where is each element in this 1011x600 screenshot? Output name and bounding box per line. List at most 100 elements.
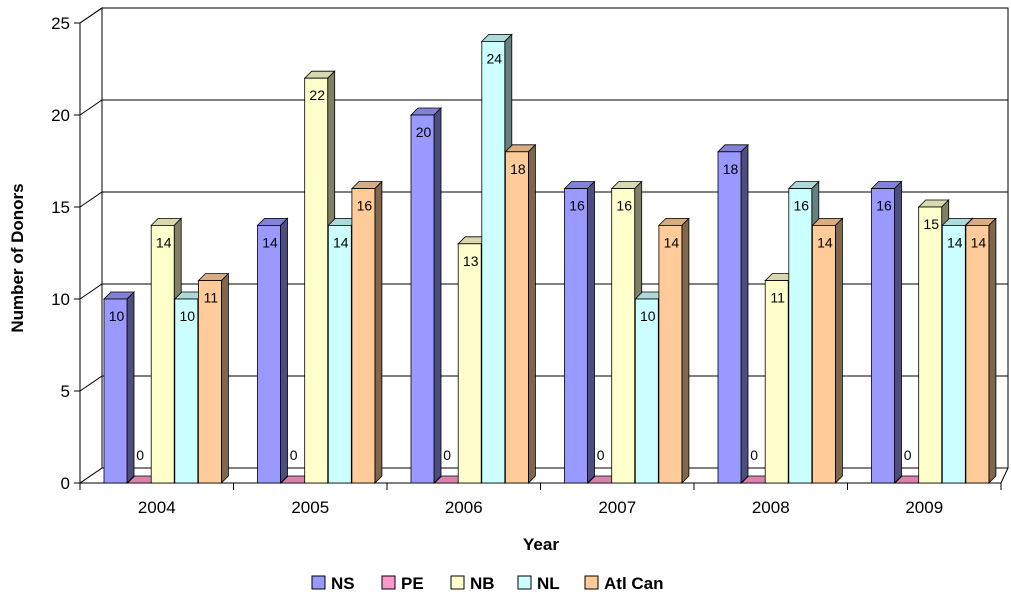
bar-side bbox=[681, 217, 690, 484]
y-tick-label: 0 bbox=[61, 474, 70, 493]
bar-ns-2008 bbox=[717, 143, 749, 484]
legend-item-pe: PE bbox=[381, 574, 424, 593]
bar-atl-can-2009 bbox=[964, 217, 997, 484]
bar-side bbox=[988, 217, 997, 484]
bar-front bbox=[764, 280, 789, 484]
y-axis-title: Number of Donors bbox=[8, 183, 27, 332]
bar-ns-2009 bbox=[870, 180, 903, 484]
data-label: 18 bbox=[510, 161, 526, 177]
y-tick-label: 15 bbox=[51, 198, 70, 217]
bar-front bbox=[481, 41, 506, 484]
gridline bbox=[79, 283, 1008, 300]
x-tick-label: 2009 bbox=[905, 498, 943, 517]
data-label: 13 bbox=[463, 253, 479, 269]
bar-front bbox=[812, 224, 836, 484]
bar-front bbox=[351, 188, 376, 484]
bar-atl-can-2005 bbox=[350, 180, 383, 484]
y-tick-label: 5 bbox=[61, 382, 70, 401]
x-tick-label: 2004 bbox=[138, 498, 176, 517]
data-label: 16 bbox=[616, 198, 632, 214]
axes bbox=[74, 22, 1002, 490]
bar-front bbox=[150, 224, 175, 484]
legend-item-ns: NS bbox=[311, 574, 355, 593]
data-label: 14 bbox=[156, 234, 172, 250]
bar-side bbox=[894, 180, 902, 484]
bars bbox=[103, 33, 997, 484]
bar-atl-can-2007 bbox=[657, 217, 690, 484]
data-label: 0 bbox=[290, 447, 298, 463]
data-label: 14 bbox=[817, 234, 833, 250]
legend-label: NS bbox=[331, 574, 355, 593]
data-label: 22 bbox=[309, 87, 325, 103]
gridline bbox=[79, 7, 1008, 24]
data-label: 24 bbox=[487, 50, 503, 66]
y-tick-label: 10 bbox=[51, 290, 70, 309]
data-labels: 10 0 14 10 11 14 0 22 14 16 20 0 13 24 18 16 0 16 10 14 18 0 1… bbox=[109, 50, 987, 463]
data-label: 0 bbox=[750, 447, 758, 463]
bar-front bbox=[965, 224, 990, 484]
x-tick-label: 2005 bbox=[291, 498, 329, 517]
y-tick-label: 25 bbox=[51, 14, 70, 33]
bar-front bbox=[634, 298, 659, 484]
data-label: 14 bbox=[947, 234, 963, 250]
bar-front bbox=[410, 114, 435, 484]
bar-side bbox=[740, 143, 749, 484]
bar-front bbox=[304, 77, 329, 484]
data-label: 14 bbox=[333, 234, 349, 250]
data-label: 10 bbox=[640, 308, 656, 324]
data-label: 14 bbox=[664, 234, 680, 250]
bar-front bbox=[788, 188, 813, 484]
legend-swatch bbox=[584, 575, 599, 590]
bar-front bbox=[611, 188, 636, 484]
data-label: 0 bbox=[597, 447, 605, 463]
tick-labels: 0 5 10 15 20 25 2004 2005 2006 2007 2008 2009 bbox=[51, 14, 943, 517]
x-axis-title: Year bbox=[523, 535, 559, 554]
bar-ns-2005 bbox=[256, 217, 289, 484]
x-tick-label: 2006 bbox=[445, 498, 483, 517]
gridlines bbox=[79, 7, 1008, 392]
bar-front bbox=[504, 151, 529, 484]
legend-item-atl-can: Atl Can bbox=[584, 574, 664, 593]
data-label: 20 bbox=[416, 124, 432, 140]
data-label: 14 bbox=[971, 234, 987, 250]
x-tick-label: 2008 bbox=[752, 498, 790, 517]
bar-atl-can-2004 bbox=[197, 272, 230, 484]
bar-side bbox=[433, 107, 442, 484]
bar-side bbox=[528, 143, 536, 484]
legend-swatch bbox=[517, 575, 532, 590]
gridline bbox=[79, 99, 1008, 116]
bar-ns-2006 bbox=[410, 107, 442, 484]
legend-swatch bbox=[381, 575, 396, 590]
bar-front bbox=[457, 243, 482, 484]
data-label: 11 bbox=[204, 290, 219, 306]
gridline bbox=[79, 375, 1008, 392]
data-label: 10 bbox=[180, 308, 196, 324]
data-label: 16 bbox=[357, 198, 373, 214]
data-label: 0 bbox=[443, 447, 451, 463]
legend-item-nl: NL bbox=[517, 574, 560, 593]
bar-atl-can-2006 bbox=[504, 143, 537, 484]
legend-label: NB bbox=[470, 574, 495, 593]
data-label: 18 bbox=[723, 161, 739, 177]
legend-label: NL bbox=[537, 574, 560, 593]
chart-side-wall bbox=[79, 7, 103, 484]
bar-front bbox=[717, 151, 742, 484]
bar-front bbox=[327, 224, 352, 484]
bar-front bbox=[941, 224, 966, 484]
data-label: 0 bbox=[904, 447, 912, 463]
data-label: 15 bbox=[923, 216, 939, 232]
bar-ns-2007 bbox=[563, 180, 596, 484]
legend-swatch bbox=[450, 575, 465, 590]
bar-front bbox=[918, 206, 943, 484]
data-label: 16 bbox=[794, 198, 810, 214]
data-label: 11 bbox=[770, 290, 785, 306]
x-tick-label: 2007 bbox=[598, 498, 636, 517]
bar-front bbox=[658, 224, 683, 484]
bar-ns-2004 bbox=[103, 291, 135, 484]
bar-front bbox=[257, 224, 281, 484]
bar-front bbox=[871, 188, 895, 484]
legend-swatch bbox=[311, 575, 326, 590]
bar-front bbox=[564, 188, 588, 484]
bar-side bbox=[835, 217, 843, 484]
